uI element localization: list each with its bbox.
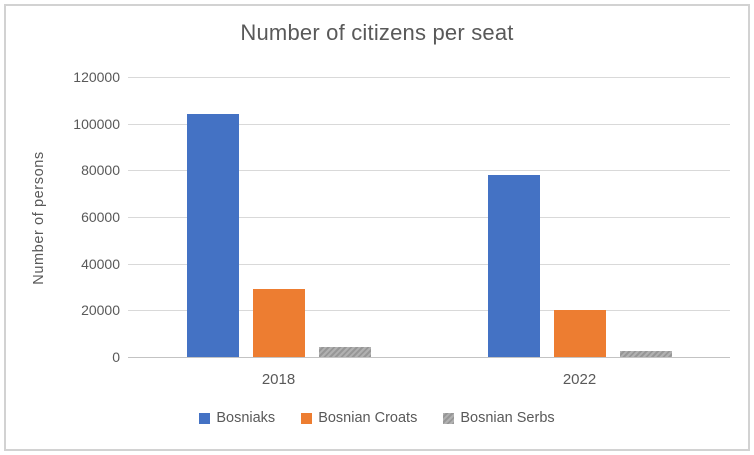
legend-item-bosniaks: Bosniaks — [199, 410, 275, 426]
gridline — [128, 77, 730, 78]
x-axis-line — [128, 357, 730, 358]
bar-bosnian-serbs-2022 — [619, 351, 672, 357]
legend-label: Bosniaks — [216, 410, 276, 426]
plot-area — [128, 77, 730, 358]
gridline — [128, 310, 730, 312]
legend-item-bosnian-croats: Bosnian Croats — [301, 410, 417, 426]
gridline — [128, 263, 730, 265]
y-tick-label: 0 — [112, 349, 120, 365]
y-tick-label: 80000 — [81, 162, 120, 179]
legend-swatch-icon — [301, 412, 313, 424]
legend-label: Bosnian Croats — [318, 410, 418, 426]
gridline — [128, 170, 730, 172]
bar-bosniaks-2022 — [487, 175, 540, 357]
bar-bosnian-serbs-2018 — [318, 346, 371, 357]
x-category-label: 2018 — [261, 371, 296, 388]
gridline — [128, 217, 730, 218]
legend: Bosniaks Bosnian Croats Bosnian Serbs — [0, 410, 754, 426]
y-tick-label: 120000 — [73, 69, 120, 85]
y-tick-label: 20000 — [81, 302, 120, 319]
legend-swatch-icon — [443, 412, 455, 424]
y-tick-label: 40000 — [81, 255, 120, 272]
y-tick-label: 100000 — [73, 115, 120, 132]
gridline — [128, 123, 730, 125]
legend-label: Bosnian Serbs — [460, 410, 555, 426]
chart-title: Number of citizens per seat — [240, 20, 514, 45]
bar-bosnian-croats-2018 — [252, 289, 305, 357]
bar-bosniaks-2018 — [186, 114, 239, 357]
legend-item-bosnian-serbs: Bosnian Serbs — [443, 410, 555, 426]
legend-swatch-icon — [199, 412, 211, 424]
y-axis-title: Number of persons — [31, 151, 47, 285]
y-tick-label: 60000 — [81, 209, 120, 225]
x-category-label: 2022 — [562, 371, 597, 388]
bar-bosnian-croats-2022 — [553, 309, 606, 357]
